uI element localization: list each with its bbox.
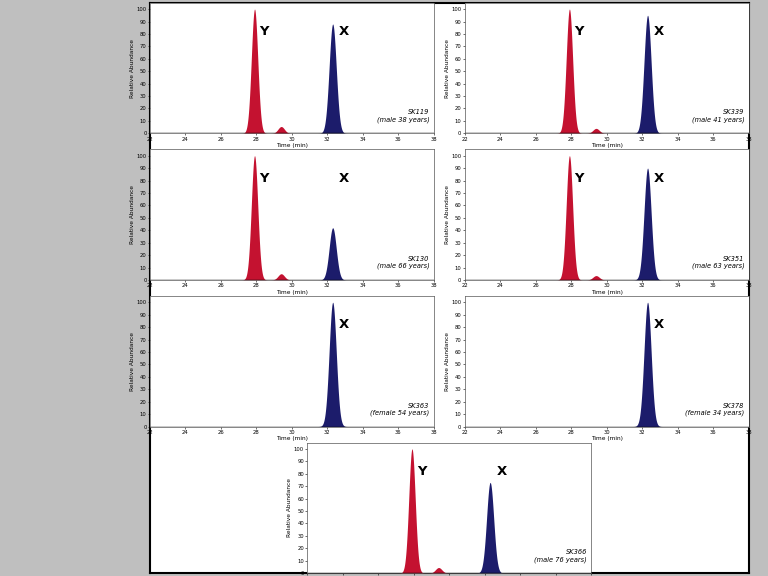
Text: SK351
(male 63 years): SK351 (male 63 years) bbox=[692, 256, 744, 270]
X-axis label: Time (min): Time (min) bbox=[276, 143, 308, 148]
Text: Y: Y bbox=[574, 25, 584, 38]
Text: SK378
(female 34 years): SK378 (female 34 years) bbox=[685, 403, 744, 416]
Y-axis label: Relative Abundance: Relative Abundance bbox=[445, 185, 450, 244]
Text: X: X bbox=[654, 172, 664, 184]
Text: SK339
(male 41 years): SK339 (male 41 years) bbox=[692, 109, 744, 123]
Text: Y: Y bbox=[260, 25, 269, 38]
Y-axis label: Relative Abundance: Relative Abundance bbox=[445, 332, 450, 391]
Text: SK119
(male 38 years): SK119 (male 38 years) bbox=[377, 109, 429, 123]
Y-axis label: Relative Abundance: Relative Abundance bbox=[130, 185, 135, 244]
Text: X: X bbox=[497, 465, 507, 478]
Text: X: X bbox=[339, 172, 349, 184]
Y-axis label: Relative Abundance: Relative Abundance bbox=[445, 39, 450, 97]
X-axis label: Time (min): Time (min) bbox=[591, 436, 623, 441]
Y-axis label: Relative Abundance: Relative Abundance bbox=[287, 479, 293, 537]
Text: SK130
(male 66 years): SK130 (male 66 years) bbox=[377, 256, 429, 270]
Text: Y: Y bbox=[574, 172, 584, 184]
X-axis label: Time (min): Time (min) bbox=[591, 290, 623, 294]
Y-axis label: Relative Abundance: Relative Abundance bbox=[130, 39, 135, 97]
Text: SK363
(female 54 years): SK363 (female 54 years) bbox=[370, 403, 429, 416]
X-axis label: Time (min): Time (min) bbox=[276, 290, 308, 294]
Text: X: X bbox=[339, 318, 349, 331]
Y-axis label: Relative Abundance: Relative Abundance bbox=[130, 332, 135, 391]
X-axis label: Time (min): Time (min) bbox=[276, 436, 308, 441]
Text: X: X bbox=[654, 25, 664, 38]
Text: Y: Y bbox=[417, 465, 426, 478]
X-axis label: Time (min): Time (min) bbox=[591, 143, 623, 148]
Text: Y: Y bbox=[260, 172, 269, 184]
Text: X: X bbox=[654, 318, 664, 331]
Text: X: X bbox=[339, 25, 349, 38]
Text: SK366
(male 76 years): SK366 (male 76 years) bbox=[535, 549, 587, 563]
